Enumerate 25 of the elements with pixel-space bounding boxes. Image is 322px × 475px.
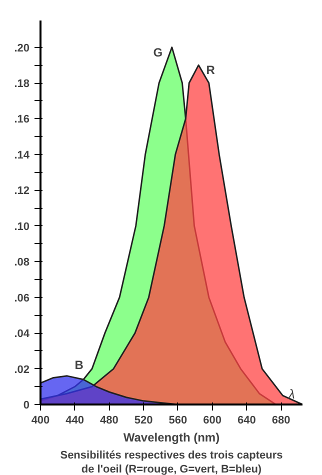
y-tick-label: .18	[14, 78, 30, 90]
y-tick-label: .16	[14, 114, 30, 126]
series-label: R	[206, 63, 216, 78]
text: Sensibilités respectives des trois capteurs de l'oeil (R=rouge, G=vert, B=bleu)	[60, 450, 283, 475]
x-tick-label: 560	[168, 414, 188, 426]
y-tick-label: 0	[23, 400, 30, 412]
y-tick-label: .08	[14, 256, 30, 269]
annotation: λ	[288, 386, 295, 402]
y-tick-label: .04	[14, 328, 30, 340]
x-tick-label: 520	[134, 414, 153, 426]
series-label: G	[153, 45, 163, 60]
x-tick-label: 640	[237, 414, 256, 426]
y-tick-label: .20	[14, 42, 30, 54]
y-tick-label: .14	[14, 149, 30, 162]
x-tick-label: 480	[100, 414, 118, 426]
x-axis-title: Wavelength (nm)	[123, 430, 220, 444]
x-tick-label: 440	[66, 414, 84, 426]
y-tick-label: .06	[14, 292, 30, 304]
y-tick-label: .12	[14, 185, 30, 198]
x-tick-label: 600	[203, 414, 222, 426]
x-tick-label: 680	[272, 414, 290, 426]
series-label: B	[74, 358, 84, 372]
y-tick-label: .02	[14, 364, 30, 376]
x-tick-label: 400	[31, 414, 50, 426]
y-tick-label: .10	[14, 220, 30, 233]
